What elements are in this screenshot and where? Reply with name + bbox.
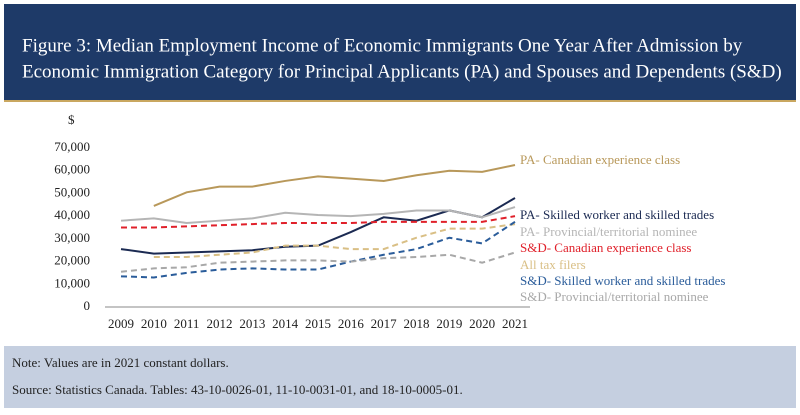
y-tick-label: 40,000 [54, 207, 90, 222]
legend-label: All tax filers [520, 257, 586, 272]
series-line [153, 164, 516, 207]
x-tick-label: 2009 [108, 316, 134, 331]
series-line [120, 251, 516, 273]
legend-label: PA- Skilled worker and skilled trades [520, 207, 714, 222]
x-tick-label: 2011 [174, 316, 200, 331]
header-band [4, 4, 796, 100]
x-tick-label: 2013 [239, 316, 265, 331]
x-tick-label: 2010 [141, 316, 167, 331]
x-tick-label: 2018 [404, 316, 430, 331]
legend-label: S&D- Provincial/territorial nominee [520, 289, 709, 304]
x-tick-label: 2016 [338, 316, 365, 331]
y-axis-label: $ [68, 112, 75, 127]
x-tick-label: 2020 [469, 316, 495, 331]
legend-label: PA- Canadian experience class [520, 152, 680, 167]
x-tick-label: 2021 [502, 316, 528, 331]
footer-band [4, 346, 796, 408]
header-rule [4, 100, 796, 102]
y-tick-label: 30,000 [54, 230, 90, 245]
x-tick-label: 2015 [305, 316, 331, 331]
series-line [120, 220, 516, 279]
chart-subtitle: Economic Immigration Category for Princi… [22, 61, 782, 82]
x-tick-label: 2017 [371, 316, 398, 331]
legend-label: PA- Provincial/territorial nominee [520, 224, 697, 239]
y-tick-label: 60,000 [54, 162, 90, 177]
y-tick-label: 0 [84, 298, 91, 313]
series-line [121, 215, 516, 229]
x-tick-label: 2014 [272, 316, 299, 331]
x-tick-label: 2012 [207, 316, 233, 331]
y-tick-label: 70,000 [54, 139, 90, 154]
series-line [120, 206, 516, 224]
legend-label: S&D- Skilled worker and skilled trades [520, 273, 725, 288]
note: Note: Values are in 2021 constant dollar… [12, 355, 229, 370]
y-tick-label: 20,000 [54, 253, 90, 268]
y-tick-label: 10,000 [54, 275, 90, 290]
y-tick-label: 50,000 [54, 184, 90, 199]
legend-label: S&D- Canadian experience class [520, 240, 691, 255]
source: Source: Statistics Canada. Tables: 43-10… [12, 382, 463, 397]
series-line [153, 223, 516, 259]
x-tick-label: 2019 [436, 316, 462, 331]
chart-title: Figure 3: Median Employment Income of Ec… [22, 35, 743, 56]
